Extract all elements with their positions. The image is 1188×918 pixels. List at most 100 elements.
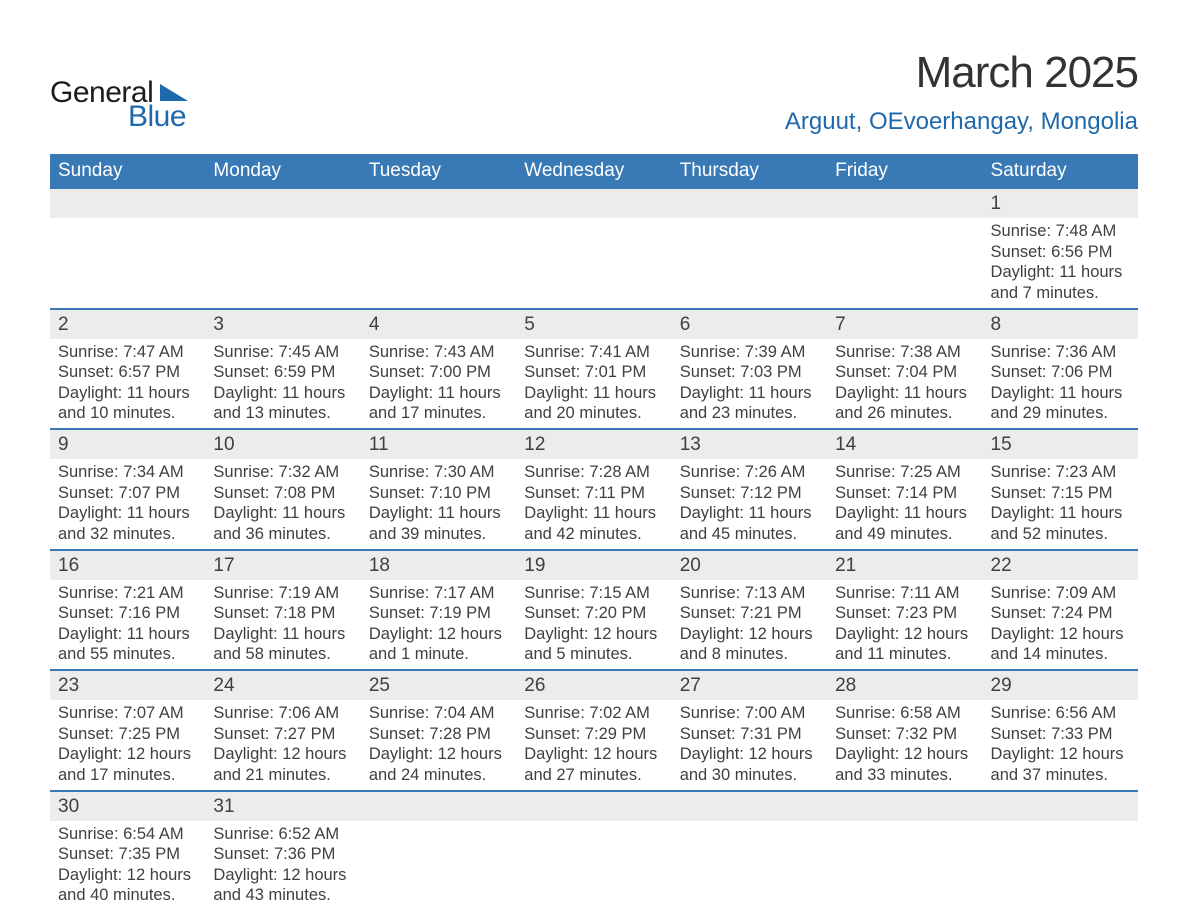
header-area: General Blue March 2025 Arguut, OEvoerha… xyxy=(50,48,1138,136)
sunset-text: Sunset: 7:28 PM xyxy=(369,724,508,745)
day-number: 14 xyxy=(827,430,982,459)
day-number: 28 xyxy=(827,671,982,700)
daylight-text: Daylight: 11 hours and 45 minutes. xyxy=(680,503,819,544)
sunset-text: Sunset: 6:59 PM xyxy=(213,362,352,383)
daylight-text: Daylight: 11 hours and 58 minutes. xyxy=(213,624,352,665)
daylight-text: Daylight: 11 hours and 49 minutes. xyxy=(835,503,974,544)
day-details: Sunrise: 7:19 AMSunset: 7:18 PMDaylight:… xyxy=(205,580,360,670)
day-header: Wednesday xyxy=(516,154,671,189)
sunset-text: Sunset: 7:18 PM xyxy=(213,603,352,624)
sunrise-text: Sunrise: 7:25 AM xyxy=(835,462,974,483)
day-number: 3 xyxy=(205,310,360,339)
day-header: Sunday xyxy=(50,154,205,189)
daylight-text: Daylight: 12 hours and 43 minutes. xyxy=(213,865,352,906)
day-number: 7 xyxy=(827,310,982,339)
day-number: 29 xyxy=(983,671,1138,700)
day-header: Friday xyxy=(827,154,982,189)
day-details: Sunrise: 7:38 AMSunset: 7:04 PMDaylight:… xyxy=(827,339,982,429)
day-details: Sunrise: 7:48 AMSunset: 6:56 PMDaylight:… xyxy=(983,218,1138,308)
sunrise-text: Sunrise: 6:54 AM xyxy=(58,824,197,845)
day-details xyxy=(516,821,671,911)
daylight-text: Daylight: 12 hours and 17 minutes. xyxy=(58,744,197,785)
day-details: Sunrise: 7:09 AMSunset: 7:24 PMDaylight:… xyxy=(983,580,1138,670)
day-details: Sunrise: 7:45 AMSunset: 6:59 PMDaylight:… xyxy=(205,339,360,429)
day-details: Sunrise: 7:41 AMSunset: 7:01 PMDaylight:… xyxy=(516,339,671,429)
sunrise-text: Sunrise: 7:30 AM xyxy=(369,462,508,483)
day-details-row: Sunrise: 7:34 AMSunset: 7:07 PMDaylight:… xyxy=(50,459,1138,549)
day-number: 6 xyxy=(672,310,827,339)
day-number xyxy=(361,792,516,821)
daylight-text: Daylight: 12 hours and 33 minutes. xyxy=(835,744,974,785)
day-number: 21 xyxy=(827,551,982,580)
day-number: 17 xyxy=(205,551,360,580)
sunset-text: Sunset: 7:21 PM xyxy=(680,603,819,624)
daylight-text: Daylight: 11 hours and 23 minutes. xyxy=(680,383,819,424)
day-details: Sunrise: 6:56 AMSunset: 7:33 PMDaylight:… xyxy=(983,700,1138,790)
sunset-text: Sunset: 7:12 PM xyxy=(680,483,819,504)
sunset-text: Sunset: 7:07 PM xyxy=(58,483,197,504)
sunset-text: Sunset: 7:27 PM xyxy=(213,724,352,745)
daylight-text: Daylight: 11 hours and 26 minutes. xyxy=(835,383,974,424)
sunset-text: Sunset: 6:57 PM xyxy=(58,362,197,383)
day-number: 5 xyxy=(516,310,671,339)
sunrise-text: Sunrise: 7:21 AM xyxy=(58,583,197,604)
sunrise-text: Sunrise: 7:00 AM xyxy=(680,703,819,724)
day-number xyxy=(516,189,671,218)
day-number: 15 xyxy=(983,430,1138,459)
day-number: 2 xyxy=(50,310,205,339)
daylight-text: Daylight: 11 hours and 32 minutes. xyxy=(58,503,197,544)
daylight-text: Daylight: 11 hours and 20 minutes. xyxy=(524,383,663,424)
sunrise-text: Sunrise: 7:17 AM xyxy=(369,583,508,604)
sunset-text: Sunset: 7:16 PM xyxy=(58,603,197,624)
day-number: 25 xyxy=(361,671,516,700)
header-right: March 2025 Arguut, OEvoerhangay, Mongoli… xyxy=(785,48,1138,136)
day-details: Sunrise: 7:00 AMSunset: 7:31 PMDaylight:… xyxy=(672,700,827,790)
sunrise-text: Sunrise: 7:45 AM xyxy=(213,342,352,363)
day-details: Sunrise: 6:52 AMSunset: 7:36 PMDaylight:… xyxy=(205,821,360,911)
day-details: Sunrise: 7:15 AMSunset: 7:20 PMDaylight:… xyxy=(516,580,671,670)
daylight-text: Daylight: 11 hours and 10 minutes. xyxy=(58,383,197,424)
day-details xyxy=(205,218,360,308)
day-details: Sunrise: 7:47 AMSunset: 6:57 PMDaylight:… xyxy=(50,339,205,429)
day-number: 1 xyxy=(983,189,1138,218)
sunset-text: Sunset: 7:35 PM xyxy=(58,844,197,865)
day-details: Sunrise: 7:11 AMSunset: 7:23 PMDaylight:… xyxy=(827,580,982,670)
day-details xyxy=(361,218,516,308)
sunset-text: Sunset: 7:24 PM xyxy=(991,603,1130,624)
sunset-text: Sunset: 7:23 PM xyxy=(835,603,974,624)
day-number xyxy=(361,189,516,218)
day-details-row: Sunrise: 7:21 AMSunset: 7:16 PMDaylight:… xyxy=(50,580,1138,670)
day-details-row: Sunrise: 7:47 AMSunset: 6:57 PMDaylight:… xyxy=(50,339,1138,429)
sunrise-text: Sunrise: 7:48 AM xyxy=(991,221,1130,242)
day-details: Sunrise: 7:25 AMSunset: 7:14 PMDaylight:… xyxy=(827,459,982,549)
day-details xyxy=(983,821,1138,911)
calendar-table: SundayMondayTuesdayWednesdayThursdayFrid… xyxy=(50,154,1138,910)
daylight-text: Daylight: 12 hours and 37 minutes. xyxy=(991,744,1130,785)
daylight-text: Daylight: 11 hours and 55 minutes. xyxy=(58,624,197,665)
day-details: Sunrise: 7:26 AMSunset: 7:12 PMDaylight:… xyxy=(672,459,827,549)
sunrise-text: Sunrise: 7:23 AM xyxy=(991,462,1130,483)
day-details xyxy=(672,218,827,308)
day-details xyxy=(672,821,827,911)
sunrise-text: Sunrise: 7:26 AM xyxy=(680,462,819,483)
daylight-text: Daylight: 11 hours and 7 minutes. xyxy=(991,262,1130,303)
day-details: Sunrise: 7:07 AMSunset: 7:25 PMDaylight:… xyxy=(50,700,205,790)
sunrise-text: Sunrise: 7:02 AM xyxy=(524,703,663,724)
sunset-text: Sunset: 7:04 PM xyxy=(835,362,974,383)
day-details: Sunrise: 7:28 AMSunset: 7:11 PMDaylight:… xyxy=(516,459,671,549)
sunset-text: Sunset: 6:56 PM xyxy=(991,242,1130,263)
daylight-text: Daylight: 11 hours and 39 minutes. xyxy=(369,503,508,544)
logo-text-blue: Blue xyxy=(128,102,188,132)
day-number: 30 xyxy=(50,792,205,821)
sunset-text: Sunset: 7:10 PM xyxy=(369,483,508,504)
day-number: 26 xyxy=(516,671,671,700)
day-details: Sunrise: 6:58 AMSunset: 7:32 PMDaylight:… xyxy=(827,700,982,790)
sunrise-text: Sunrise: 7:34 AM xyxy=(58,462,197,483)
daylight-text: Daylight: 12 hours and 8 minutes. xyxy=(680,624,819,665)
sunset-text: Sunset: 7:00 PM xyxy=(369,362,508,383)
day-details: Sunrise: 7:06 AMSunset: 7:27 PMDaylight:… xyxy=(205,700,360,790)
sunset-text: Sunset: 7:33 PM xyxy=(991,724,1130,745)
day-details: Sunrise: 7:39 AMSunset: 7:03 PMDaylight:… xyxy=(672,339,827,429)
day-number: 11 xyxy=(361,430,516,459)
day-number-row: 2345678 xyxy=(50,310,1138,339)
